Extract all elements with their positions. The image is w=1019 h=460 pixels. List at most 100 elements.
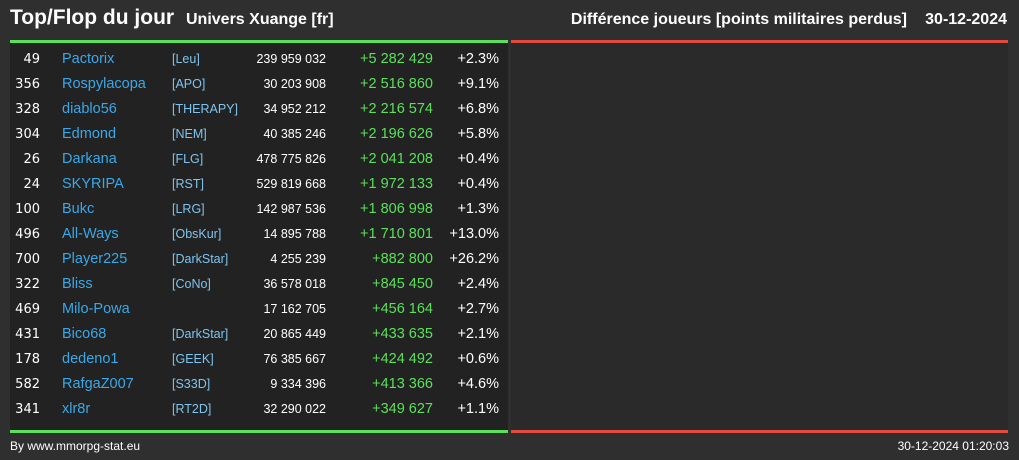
header: Top/Flop du jour Univers Xuange [fr] Dif… <box>0 0 1019 40</box>
list-item: 700 Player225 [DarkStar] 4 255 239 +882 … <box>10 247 508 272</box>
points-delta: +882 800 <box>372 251 433 267</box>
list-item: 24 SKYRIPA [RST] 529 819 668 +1 972 133 … <box>10 172 508 197</box>
list-item: 496 All-Ways [ObsKur] 14 895 788 +1 710 … <box>10 222 508 247</box>
player-name-link[interactable]: All-Ways <box>62 226 119 242</box>
player-points: 36 578 018 <box>263 277 326 291</box>
alliance-tag-link[interactable]: [DarkStar] <box>172 252 229 266</box>
list-item: 356 Rospylacopa [APO] 30 203 908 +2 516 … <box>10 72 508 97</box>
player-name-link[interactable]: Darkana <box>62 151 117 167</box>
points-delta: +2 041 208 <box>360 151 433 167</box>
player-name-link[interactable]: Rospylacopa <box>62 76 146 92</box>
universe-label: Univers Xuange [fr] <box>186 11 334 28</box>
points-percent: +0.6% <box>457 351 499 367</box>
alliance-tag-link[interactable]: [THERAPY] <box>172 102 238 116</box>
points-percent: +4.6% <box>457 376 499 392</box>
player-rank: 328 <box>15 102 40 117</box>
list-item: 469 Milo-Powa 17 162 705 +456 164 +2.7% <box>10 297 508 322</box>
alliance-tag-link[interactable]: [ObsKur] <box>172 227 222 241</box>
points-delta: +2 516 860 <box>360 76 433 92</box>
site-credit-link[interactable]: By www.mmorpg-stat.eu <box>10 439 141 453</box>
player-name-link[interactable]: SKYRIPA <box>62 176 124 192</box>
alliance-tag-link[interactable]: [Leu] <box>172 52 200 66</box>
alliance-tag-link[interactable]: [LRG] <box>172 202 205 216</box>
flop-panel <box>511 40 1008 433</box>
list-item: 431 Bico68 [DarkStar] 20 865 449 +433 63… <box>10 322 508 347</box>
date-label: 30-12-2024 <box>925 11 1007 28</box>
player-points: 9 334 396 <box>270 377 326 391</box>
player-rank: 322 <box>15 277 40 292</box>
player-name-link[interactable]: xlr8r <box>62 401 91 417</box>
points-delta: +845 450 <box>372 276 433 292</box>
player-name-link[interactable]: diablo56 <box>62 101 117 117</box>
player-points: 32 290 022 <box>263 402 326 416</box>
points-percent: +26.2% <box>449 251 499 267</box>
alliance-tag-link[interactable]: [RST] <box>172 177 204 191</box>
points-percent: +0.4% <box>457 151 499 167</box>
top-panel-top-border <box>10 40 508 43</box>
points-percent: +0.4% <box>457 176 499 192</box>
points-delta: +1 710 801 <box>360 226 433 242</box>
points-percent: +1.1% <box>457 401 499 417</box>
player-name-link[interactable]: Milo-Powa <box>62 301 130 317</box>
points-percent: +6.8% <box>457 101 499 117</box>
points-delta: +349 627 <box>372 401 433 417</box>
points-percent: +2.1% <box>457 326 499 342</box>
points-delta: +2 196 626 <box>360 126 433 142</box>
points-percent: +2.3% <box>457 51 499 67</box>
page-title: Top/Flop du jour <box>10 6 175 29</box>
player-name-link[interactable]: dedeno1 <box>62 351 119 367</box>
player-name-link[interactable]: Player225 <box>62 251 128 267</box>
points-delta: +433 635 <box>372 326 433 342</box>
alliance-tag-link[interactable]: [RT2D] <box>172 402 212 416</box>
alliance-tag-link[interactable]: [APO] <box>172 77 206 91</box>
player-points: 17 162 705 <box>263 302 326 316</box>
top-panel <box>10 40 508 433</box>
list-item: 582 RafgaZ007 [S33D] 9 334 396 +413 366 … <box>10 372 508 397</box>
player-name-link[interactable]: Edmond <box>62 126 117 142</box>
top-player-list: 49 Pactorix [Leu] 239 959 032 +5 282 429… <box>10 47 508 422</box>
player-points: 239 959 032 <box>256 52 326 66</box>
points-percent: +5.8% <box>457 126 499 142</box>
points-delta: +413 366 <box>372 376 433 392</box>
alliance-tag-link[interactable]: [S33D] <box>172 377 211 391</box>
points-delta: +2 216 574 <box>360 101 433 117</box>
top-panel-bottom-border <box>10 430 508 433</box>
player-name-link[interactable]: RafgaZ007 <box>62 376 134 392</box>
player-rank: 26 <box>23 152 40 167</box>
player-name-link[interactable]: Pactorix <box>62 51 115 67</box>
timestamp: 30-12-2024 01:20:03 <box>897 439 1009 453</box>
player-rank: 304 <box>15 127 40 142</box>
list-item: 26 Darkana [FLG] 478 775 826 +2 041 208 … <box>10 147 508 172</box>
player-points: 529 819 668 <box>256 177 326 191</box>
alliance-tag-link[interactable]: [FLG] <box>172 152 204 166</box>
player-points: 34 952 212 <box>263 102 326 116</box>
alliance-tag-link[interactable]: [GEEK] <box>172 352 214 366</box>
points-percent: +1.3% <box>457 201 499 217</box>
points-delta: +5 282 429 <box>360 51 433 67</box>
alliance-tag-link[interactable]: [NEM] <box>172 127 207 141</box>
points-delta: +424 492 <box>372 351 433 367</box>
player-points: 76 385 667 <box>263 352 326 366</box>
player-points: 30 203 908 <box>263 77 326 91</box>
points-delta: +456 164 <box>372 301 433 317</box>
player-rank: 341 <box>15 402 40 417</box>
player-points: 40 385 246 <box>263 127 326 141</box>
player-name-link[interactable]: Bukc <box>62 201 95 217</box>
points-percent: +2.7% <box>457 301 499 317</box>
list-item: 49 Pactorix [Leu] 239 959 032 +5 282 429… <box>10 47 508 72</box>
flop-panel-top-border <box>511 40 1008 43</box>
points-delta: +1 972 133 <box>360 176 433 192</box>
alliance-tag-link[interactable]: [DarkStar] <box>172 327 229 341</box>
list-item: 341 xlr8r [RT2D] 32 290 022 +349 627 +1.… <box>10 397 508 422</box>
player-name-link[interactable]: Bico68 <box>62 326 107 342</box>
list-item: 322 Bliss [CoNo] 36 578 018 +845 450 +2.… <box>10 272 508 297</box>
player-rank: 49 <box>23 52 40 67</box>
player-rank: 431 <box>15 327 40 342</box>
player-points: 478 775 826 <box>256 152 326 166</box>
player-rank: 178 <box>15 352 40 367</box>
list-item: 328 diablo56 [THERAPY] 34 952 212 +2 216… <box>10 97 508 122</box>
player-name-link[interactable]: Bliss <box>62 276 93 292</box>
player-points: 20 865 449 <box>263 327 326 341</box>
list-item: 178 dedeno1 [GEEK] 76 385 667 +424 492 +… <box>10 347 508 372</box>
alliance-tag-link[interactable]: [CoNo] <box>172 277 211 291</box>
